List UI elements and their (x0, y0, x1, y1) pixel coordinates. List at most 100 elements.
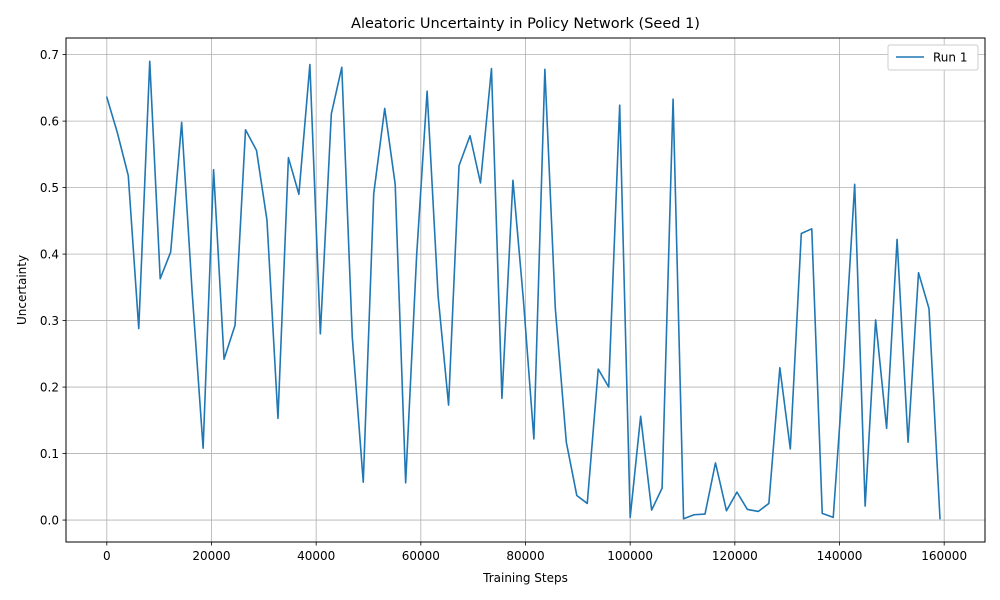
x-axis-ticks: 0 20000 40000 60000 80000 100000 120000 140000 1… (103, 542, 967, 563)
x-tick-label: 40000 (297, 549, 335, 563)
data-point (661, 488, 662, 489)
x-axis-title: Training Steps (482, 571, 568, 585)
data-point (512, 180, 513, 181)
data-point (203, 448, 204, 449)
y-tick-label: 0.0 (40, 514, 59, 528)
chart-title: Aleatoric Uncertainty in Policy Network … (351, 16, 700, 32)
data-point (555, 308, 556, 309)
data-point (811, 228, 812, 229)
data-point (726, 510, 727, 511)
data-point (886, 428, 887, 429)
data-point (523, 299, 524, 300)
y-axis-ticks: 0.0 0.1 0.2 0.3 0.4 0.5 0.6 0.7 (40, 48, 66, 528)
data-point (138, 328, 139, 329)
series-layer (106, 60, 941, 520)
data-point (298, 194, 299, 195)
data-point (491, 68, 492, 69)
data-point (320, 333, 321, 334)
data-point (245, 129, 246, 130)
data-point (266, 220, 267, 221)
data-point (608, 386, 609, 387)
x-gridlines (106, 38, 945, 542)
data-point (587, 503, 588, 504)
data-point (160, 278, 161, 279)
data-point (373, 193, 374, 194)
data-point (170, 252, 171, 253)
data-point (256, 150, 257, 151)
legend: Run 1 (887, 44, 979, 71)
data-point (480, 182, 481, 183)
data-point (918, 272, 919, 273)
x-tick-label: 60000 (402, 549, 440, 563)
data-point (438, 295, 439, 296)
data-point (234, 325, 235, 326)
data-point (395, 184, 396, 185)
data-point (288, 157, 289, 158)
y-tick-label: 0.5 (40, 181, 59, 195)
y-axis-title: Uncertainty (15, 255, 29, 325)
data-point (801, 233, 802, 234)
data-point (704, 513, 705, 514)
x-tick-label: 160000 (921, 549, 967, 563)
x-tick-label: 140000 (817, 549, 863, 563)
data-point (896, 239, 897, 240)
data-point (865, 505, 866, 506)
y-tick-label: 0.1 (40, 447, 59, 461)
data-point (843, 367, 844, 368)
data-point (768, 503, 769, 504)
data-point (854, 184, 855, 185)
data-point (181, 122, 182, 123)
data-point (352, 337, 353, 338)
data-point (683, 518, 684, 519)
data-point (576, 495, 577, 496)
legend-box (887, 44, 979, 71)
data-point (341, 67, 342, 68)
data-point (875, 319, 876, 320)
y-tick-label: 0.3 (40, 314, 59, 328)
data-point (672, 99, 673, 100)
data-point (640, 416, 641, 417)
data-point (192, 291, 193, 292)
x-tick-label: 20000 (192, 549, 230, 563)
data-point (544, 69, 545, 70)
series-line-run-1 (106, 60, 941, 520)
x-tick-label: 0 (103, 549, 111, 563)
legend-label-run-1: Run 1 (933, 51, 967, 65)
data-point (619, 105, 620, 106)
data-point (779, 367, 780, 368)
data-point (501, 398, 502, 399)
data-point (106, 97, 107, 98)
data-point (448, 404, 449, 405)
data-point (427, 91, 428, 92)
data-point (458, 165, 459, 166)
x-tick-label: 80000 (506, 549, 544, 563)
data-point (939, 518, 940, 519)
data-point (651, 509, 652, 510)
x-tick-label: 120000 (712, 549, 758, 563)
data-point (630, 517, 631, 518)
data-point (822, 513, 823, 514)
data-point (363, 482, 364, 483)
data-point (747, 509, 748, 510)
data-point (384, 108, 385, 109)
data-point (117, 132, 118, 133)
data-point (598, 369, 599, 370)
data-point (833, 517, 834, 518)
data-point (790, 448, 791, 449)
data-point (928, 308, 929, 309)
data-point (128, 175, 129, 176)
data-point (566, 442, 567, 443)
y-tick-label: 0.7 (40, 48, 59, 62)
data-point (533, 438, 534, 439)
data-point (223, 359, 224, 360)
data-point (149, 61, 150, 62)
data-point (416, 255, 417, 256)
data-point (309, 64, 310, 65)
data-point (405, 482, 406, 483)
y-tick-label: 0.4 (40, 248, 59, 262)
y-tick-label: 0.6 (40, 115, 59, 129)
data-point (758, 511, 759, 512)
data-point (277, 418, 278, 419)
data-point (331, 113, 332, 114)
